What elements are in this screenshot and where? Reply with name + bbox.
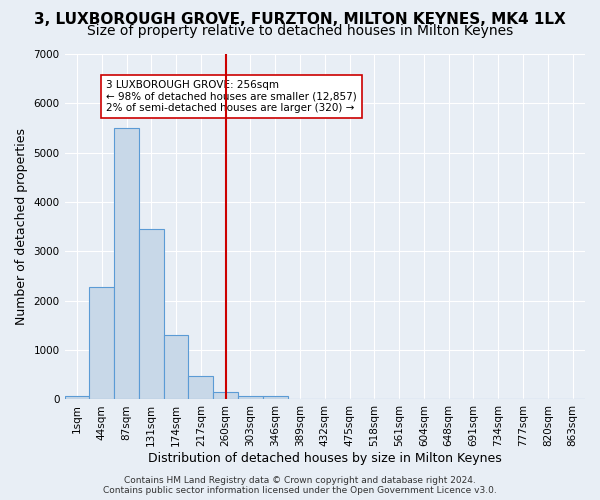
Bar	[65, 396, 89, 400]
Bar	[238, 396, 263, 400]
Bar	[213, 392, 238, 400]
Bar	[114, 128, 139, 400]
Bar	[263, 396, 287, 400]
Y-axis label: Number of detached properties: Number of detached properties	[15, 128, 28, 325]
Bar	[139, 229, 164, 400]
Bar	[89, 288, 114, 400]
Bar	[164, 335, 188, 400]
X-axis label: Distribution of detached houses by size in Milton Keynes: Distribution of detached houses by size …	[148, 452, 502, 465]
Text: Contains HM Land Registry data © Crown copyright and database right 2024.
Contai: Contains HM Land Registry data © Crown c…	[103, 476, 497, 495]
Text: 3, LUXBOROUGH GROVE, FURZTON, MILTON KEYNES, MK4 1LX: 3, LUXBOROUGH GROVE, FURZTON, MILTON KEY…	[34, 12, 566, 28]
Text: Size of property relative to detached houses in Milton Keynes: Size of property relative to detached ho…	[87, 24, 513, 38]
Text: 3 LUXBOROUGH GROVE: 256sqm
← 98% of detached houses are smaller (12,857)
2% of s: 3 LUXBOROUGH GROVE: 256sqm ← 98% of deta…	[106, 80, 357, 113]
Bar	[188, 376, 213, 400]
